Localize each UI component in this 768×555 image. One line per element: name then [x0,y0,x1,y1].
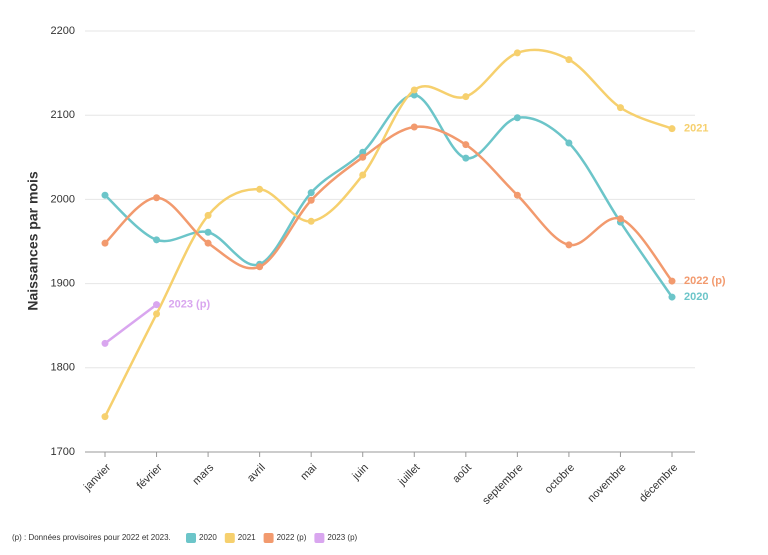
data-point [101,339,109,347]
data-point [462,154,470,162]
data-point [668,293,676,301]
data-point [565,241,573,249]
data-point [359,153,367,161]
legend-swatch [186,533,196,543]
data-point [101,413,109,421]
data-point [204,211,212,219]
x-tick-label: janvier [81,461,113,493]
data-point [256,263,264,271]
y-tick-label: 2000 [51,193,75,205]
data-point [153,301,161,309]
footnote: (p) : Données provisoires pour 2022 et 2… [12,533,171,542]
y-axis-label: Naissances par mois [25,171,41,311]
legend-label: 2023 (p) [327,533,357,542]
data-point [565,56,573,64]
x-tick-label: mars [190,461,216,487]
y-tick-label: 2100 [51,109,75,121]
data-point [153,236,161,244]
data-point [307,217,315,225]
legend-label: 2020 [199,533,217,542]
data-point [616,104,624,112]
data-point [616,215,624,223]
y-tick-label: 1800 [51,362,75,374]
data-point [307,196,315,204]
x-tick-label: juillet [396,462,423,489]
data-point [256,185,264,193]
legend-label: 2021 [238,533,256,542]
x-tick-label: décembre [637,462,680,505]
data-point [410,123,418,131]
series-line [104,125,673,282]
data-point [204,228,212,236]
data-point [565,139,573,147]
data-point [410,91,418,99]
x-tick-label: mai [298,462,319,483]
x-tick-label: juin [350,462,371,483]
x-tick-label: avril [245,462,268,485]
data-point [153,194,161,202]
data-point [668,125,676,133]
series-line [104,303,158,345]
y-tick-label: 1900 [51,278,75,290]
y-tick-label: 1700 [51,446,75,458]
y-tick-label: 2200 [51,25,75,37]
x-tick-label: février [135,461,165,491]
data-point [101,191,109,199]
series-end-label: 2022 (p) [684,275,726,287]
data-point [359,171,367,179]
x-tick-label: août [450,462,474,486]
data-point [410,86,418,94]
legend-swatch [263,533,274,543]
series-end-label: 2023 (p) [169,299,211,311]
data-point [513,49,521,57]
legend-swatch [314,533,325,543]
legend-swatch [224,533,235,543]
data-point [153,310,161,318]
data-point [513,191,521,199]
data-point [101,239,109,247]
data-point [359,148,367,156]
series-end-label: 2020 [684,291,708,303]
x-tick-label: novembre [586,462,629,505]
series-end-label: 2021 [684,123,708,135]
data-point [204,239,212,247]
data-point [462,93,470,101]
x-tick-label: septembre [480,462,525,507]
data-point [462,141,470,149]
data-point [668,277,676,285]
series-line [104,93,674,298]
legend-label: 2022 (p) [277,533,307,542]
data-point [513,114,521,122]
data-point [307,189,315,197]
x-tick-label: octobre [543,462,577,496]
